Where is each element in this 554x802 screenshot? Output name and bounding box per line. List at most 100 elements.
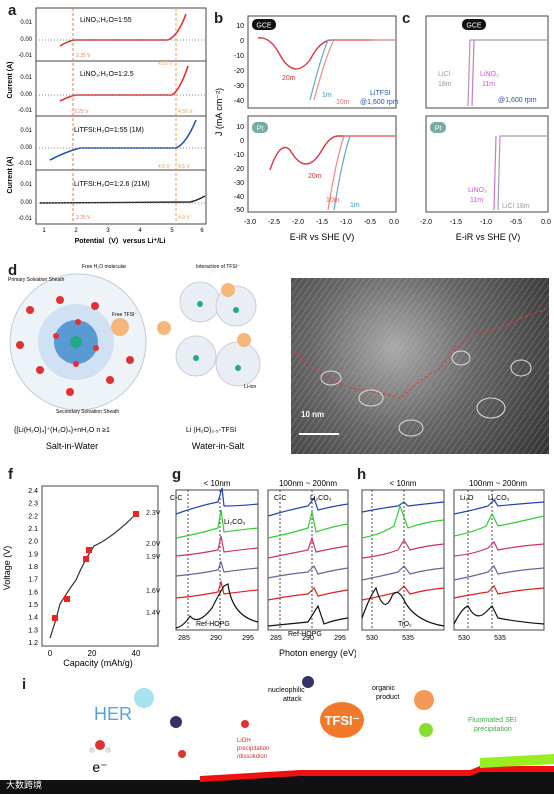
tfsi: [221, 283, 235, 297]
volt-mark: 2.25 V: [76, 53, 91, 59]
label: 18m: [438, 81, 452, 88]
ytick: 10: [236, 124, 244, 131]
xtick: 0: [48, 649, 53, 658]
panel-c-xlabel: E-iR vs SHE (V): [456, 232, 521, 242]
ytick: -0.01: [18, 108, 32, 114]
panel-f-xlabel: Capacity (mAh/g): [63, 658, 133, 668]
ytick: 0.00: [20, 200, 32, 206]
panel-c-bottom-frame: [425, 115, 549, 213]
ytick: -30: [234, 180, 244, 187]
g-title-left: < 10nm: [204, 479, 231, 488]
pt-tag: [430, 122, 446, 133]
ytick: 0.00: [20, 92, 32, 98]
ytick: -0.01: [18, 53, 32, 59]
h-label: TiO₂: [398, 621, 412, 628]
panel-h-left-frame: [361, 489, 445, 631]
panel-letter-h: h: [357, 466, 367, 483]
her-label: HER: [94, 704, 132, 724]
panel-f-frame: [41, 485, 159, 647]
xtick: 290: [210, 635, 222, 642]
xtick: 3: [106, 228, 110, 234]
panel-letter-g: g: [172, 466, 182, 483]
i-label: attack: [283, 696, 302, 703]
curve-1m: [309, 39, 396, 101]
xtick: 295: [242, 635, 254, 642]
curve-1m-pt: [333, 135, 351, 211]
h2-bubble: [134, 688, 154, 708]
volt-mark: 4.55 V: [158, 61, 173, 67]
panel-c-top-frame: [425, 15, 549, 109]
g-label: C-C: [274, 495, 286, 502]
ytick: 1.7: [28, 577, 38, 584]
xtick: 535: [402, 635, 414, 642]
pt-tag: [252, 122, 268, 133]
xtick: 40: [132, 649, 141, 658]
water-molecules: [16, 296, 134, 396]
curve-20m: [257, 37, 370, 70]
label-primary: Primary Solvation Sheath: [8, 277, 65, 283]
scale-label: 10 nm: [301, 410, 325, 419]
tem-overlay: [291, 278, 549, 454]
ytick: 1.8: [28, 564, 38, 571]
i-label: nucleophilic: [268, 687, 305, 694]
curve-licl-pt: [497, 135, 548, 211]
h-label: Li₂CO₃: [488, 495, 510, 502]
xtick: -1.5: [316, 219, 328, 226]
ytick: -40: [234, 194, 244, 201]
marker-1.4V: [52, 615, 58, 621]
voltage-label: 1.4V: [146, 610, 161, 617]
panel-g-right-frame: [267, 489, 349, 631]
marker-2.3V: [133, 511, 139, 517]
h-title-left: < 10nm: [390, 479, 417, 488]
ytick: 2.4: [28, 488, 38, 495]
voltage-label: 1.6V: [146, 588, 161, 595]
tfsi-label: TFSI⁻: [324, 713, 359, 728]
panel-b-top-frame: [247, 15, 397, 109]
h-label: Li₂O: [460, 495, 474, 502]
curve-lino3: [471, 39, 475, 107]
xtick: -1.0: [340, 219, 352, 226]
water-molecule: [95, 740, 105, 750]
tem-image: 10 nm: [291, 278, 549, 454]
xtick: -2.0: [292, 219, 304, 226]
volt-mark: 4.5 V: [158, 164, 170, 170]
ytick: 2.2: [28, 513, 38, 520]
ytick: 1.2: [28, 640, 38, 647]
marker-1.9V: [83, 556, 89, 562]
label: LiNO₃: [468, 187, 487, 194]
ytick: 2.0: [28, 539, 38, 546]
ytick: -50: [234, 207, 244, 214]
ytick: 0: [240, 138, 244, 145]
panel-letter-d: d: [8, 262, 18, 279]
fluorinated-sei: [480, 754, 554, 768]
curve-lino3-pt: [493, 135, 497, 211]
label-free-water: Free H₂O molecular: [82, 264, 127, 270]
ytick: 1.6: [28, 589, 38, 596]
panel-a-curve-3: [49, 119, 197, 161]
label: @1,600 rpm: [498, 97, 537, 104]
label: LiNO₃: [480, 71, 499, 78]
caption-left: Salt-in-Water: [46, 441, 98, 451]
label-secondary: Secondary Solvation Sheath: [56, 409, 119, 415]
xtick: -1.0: [480, 219, 492, 226]
ytick: 1.3: [28, 627, 38, 634]
volt-mark: 2.25 V: [74, 109, 89, 115]
gce-tag-text: GCE: [256, 23, 272, 30]
ytick: 0.01: [20, 20, 32, 26]
g-xlabel: Photon energy (eV): [279, 648, 356, 658]
curve-label: 1m: [322, 92, 332, 99]
voltage-label: 1.9V: [146, 554, 161, 561]
panel-a-row-label: LiTFSI:H₂O=1:2.6 (21M): [74, 181, 150, 188]
xtick: -0.5: [364, 219, 376, 226]
pt-tag-text: Pt: [435, 126, 442, 133]
ytick: 0.01: [20, 182, 32, 188]
curve-10m: [313, 39, 396, 101]
xtick: 2: [74, 228, 78, 234]
ytick: 2.3: [28, 501, 38, 508]
discharge-curve: [49, 513, 137, 639]
gce-tag-text: GCE: [466, 23, 482, 30]
panel-letter-a: a: [8, 2, 17, 19]
ytick: 2.1: [28, 526, 38, 533]
ytick: 0: [240, 38, 244, 45]
pt-tag-text: Pt: [257, 126, 264, 133]
